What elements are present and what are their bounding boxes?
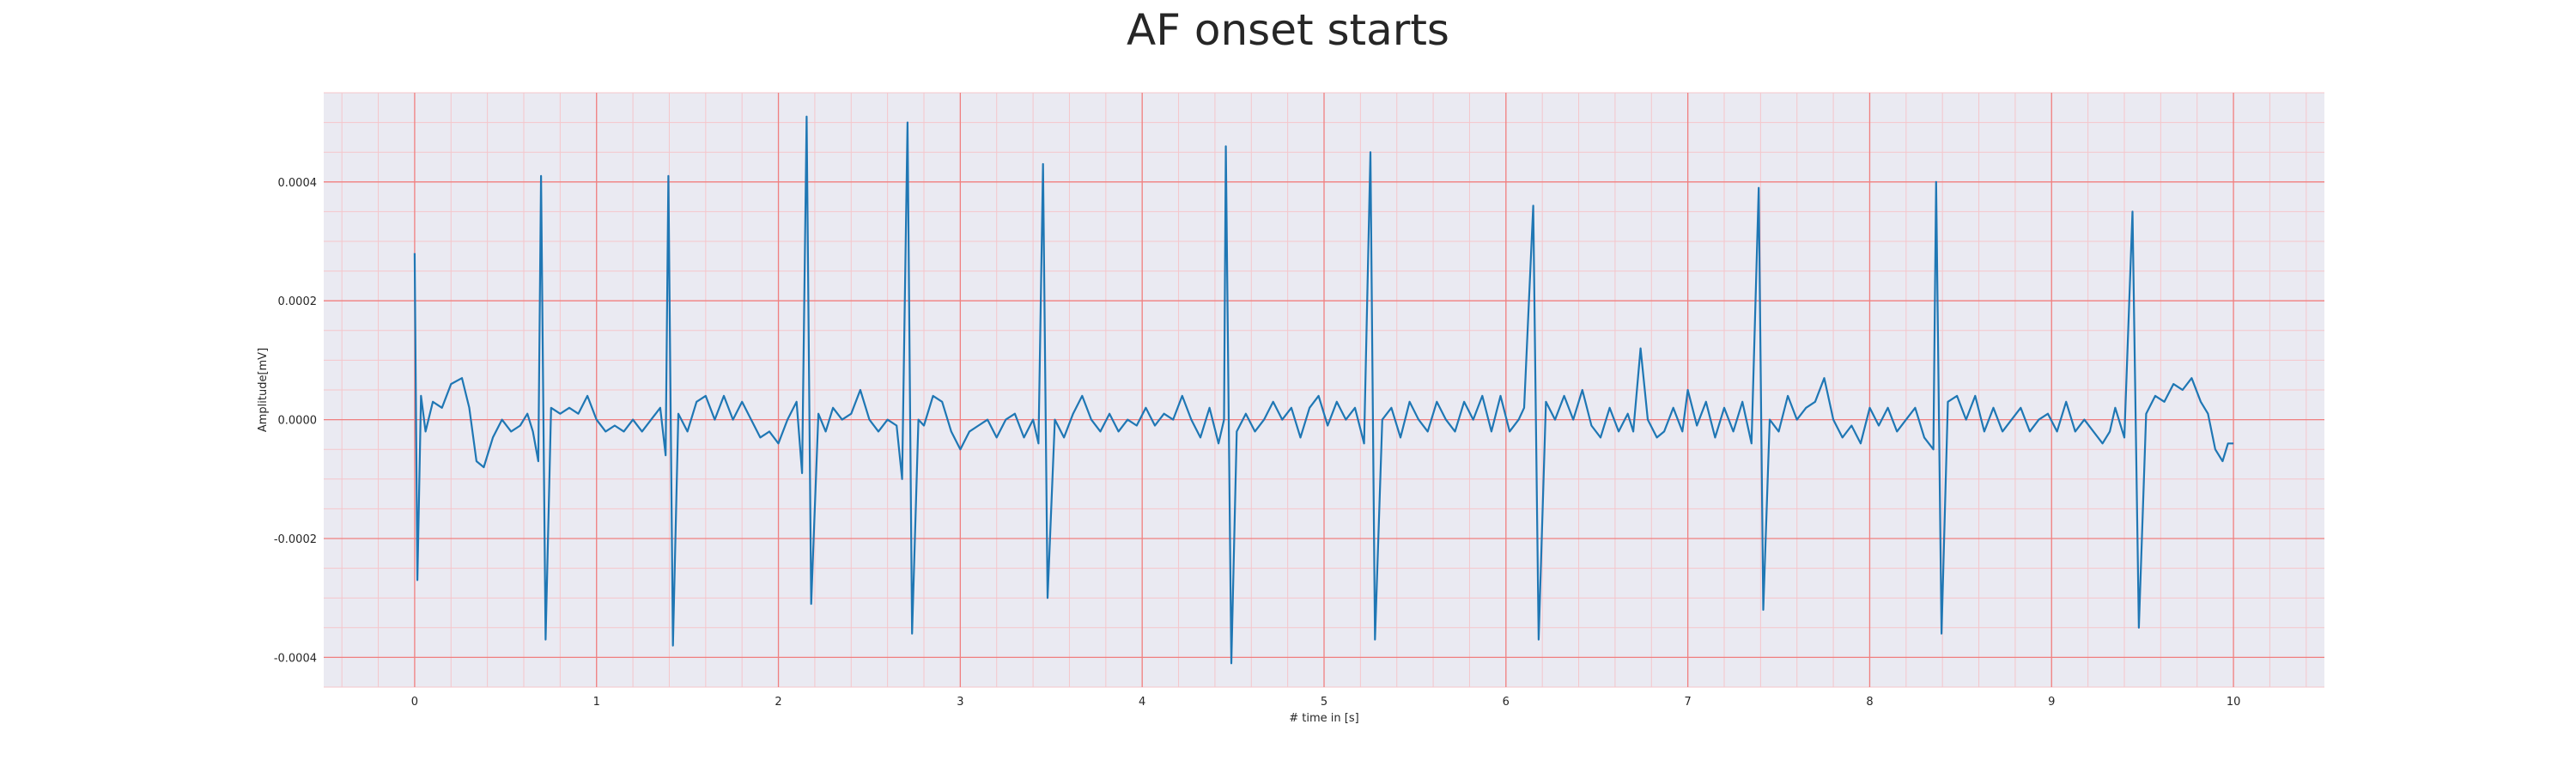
y-tick-label: 0.0002	[278, 295, 318, 308]
x-tick-label: 2	[775, 696, 781, 709]
y-tick-label: -0.0002	[274, 533, 317, 546]
y-tick-label: 0.0004	[278, 177, 318, 190]
x-tick-label: 1	[593, 696, 600, 709]
x-tick-label: 9	[2048, 696, 2055, 709]
x-tick-label: 4	[1139, 696, 1145, 709]
ecg-trace-line	[413, 115, 2234, 665]
chart-title: AF onset starts	[1127, 5, 1449, 55]
x-tick-label: 0	[411, 696, 418, 709]
x-tick-labels: 0 1 2 3 4 5 6 7 8 9 10	[411, 696, 2241, 709]
x-tick-label: 6	[1503, 696, 1510, 709]
y-axis-label: Amplitude[mV]	[257, 348, 270, 432]
x-axis-label: # time in [s]	[1289, 712, 1358, 725]
x-tick-label: 7	[1684, 696, 1691, 709]
x-tick-label: 8	[1866, 696, 1873, 709]
x-tick-label: 10	[2227, 696, 2241, 709]
y-tick-label: 0.0000	[278, 415, 318, 428]
y-tick-label: -0.0004	[274, 652, 317, 665]
y-tick-labels: -0.0004 -0.0002 0.0000 0.0002 0.0004	[274, 177, 317, 666]
x-tick-label: 3	[957, 696, 963, 709]
major-grid	[324, 93, 2324, 687]
x-tick-label: 5	[1321, 696, 1327, 709]
